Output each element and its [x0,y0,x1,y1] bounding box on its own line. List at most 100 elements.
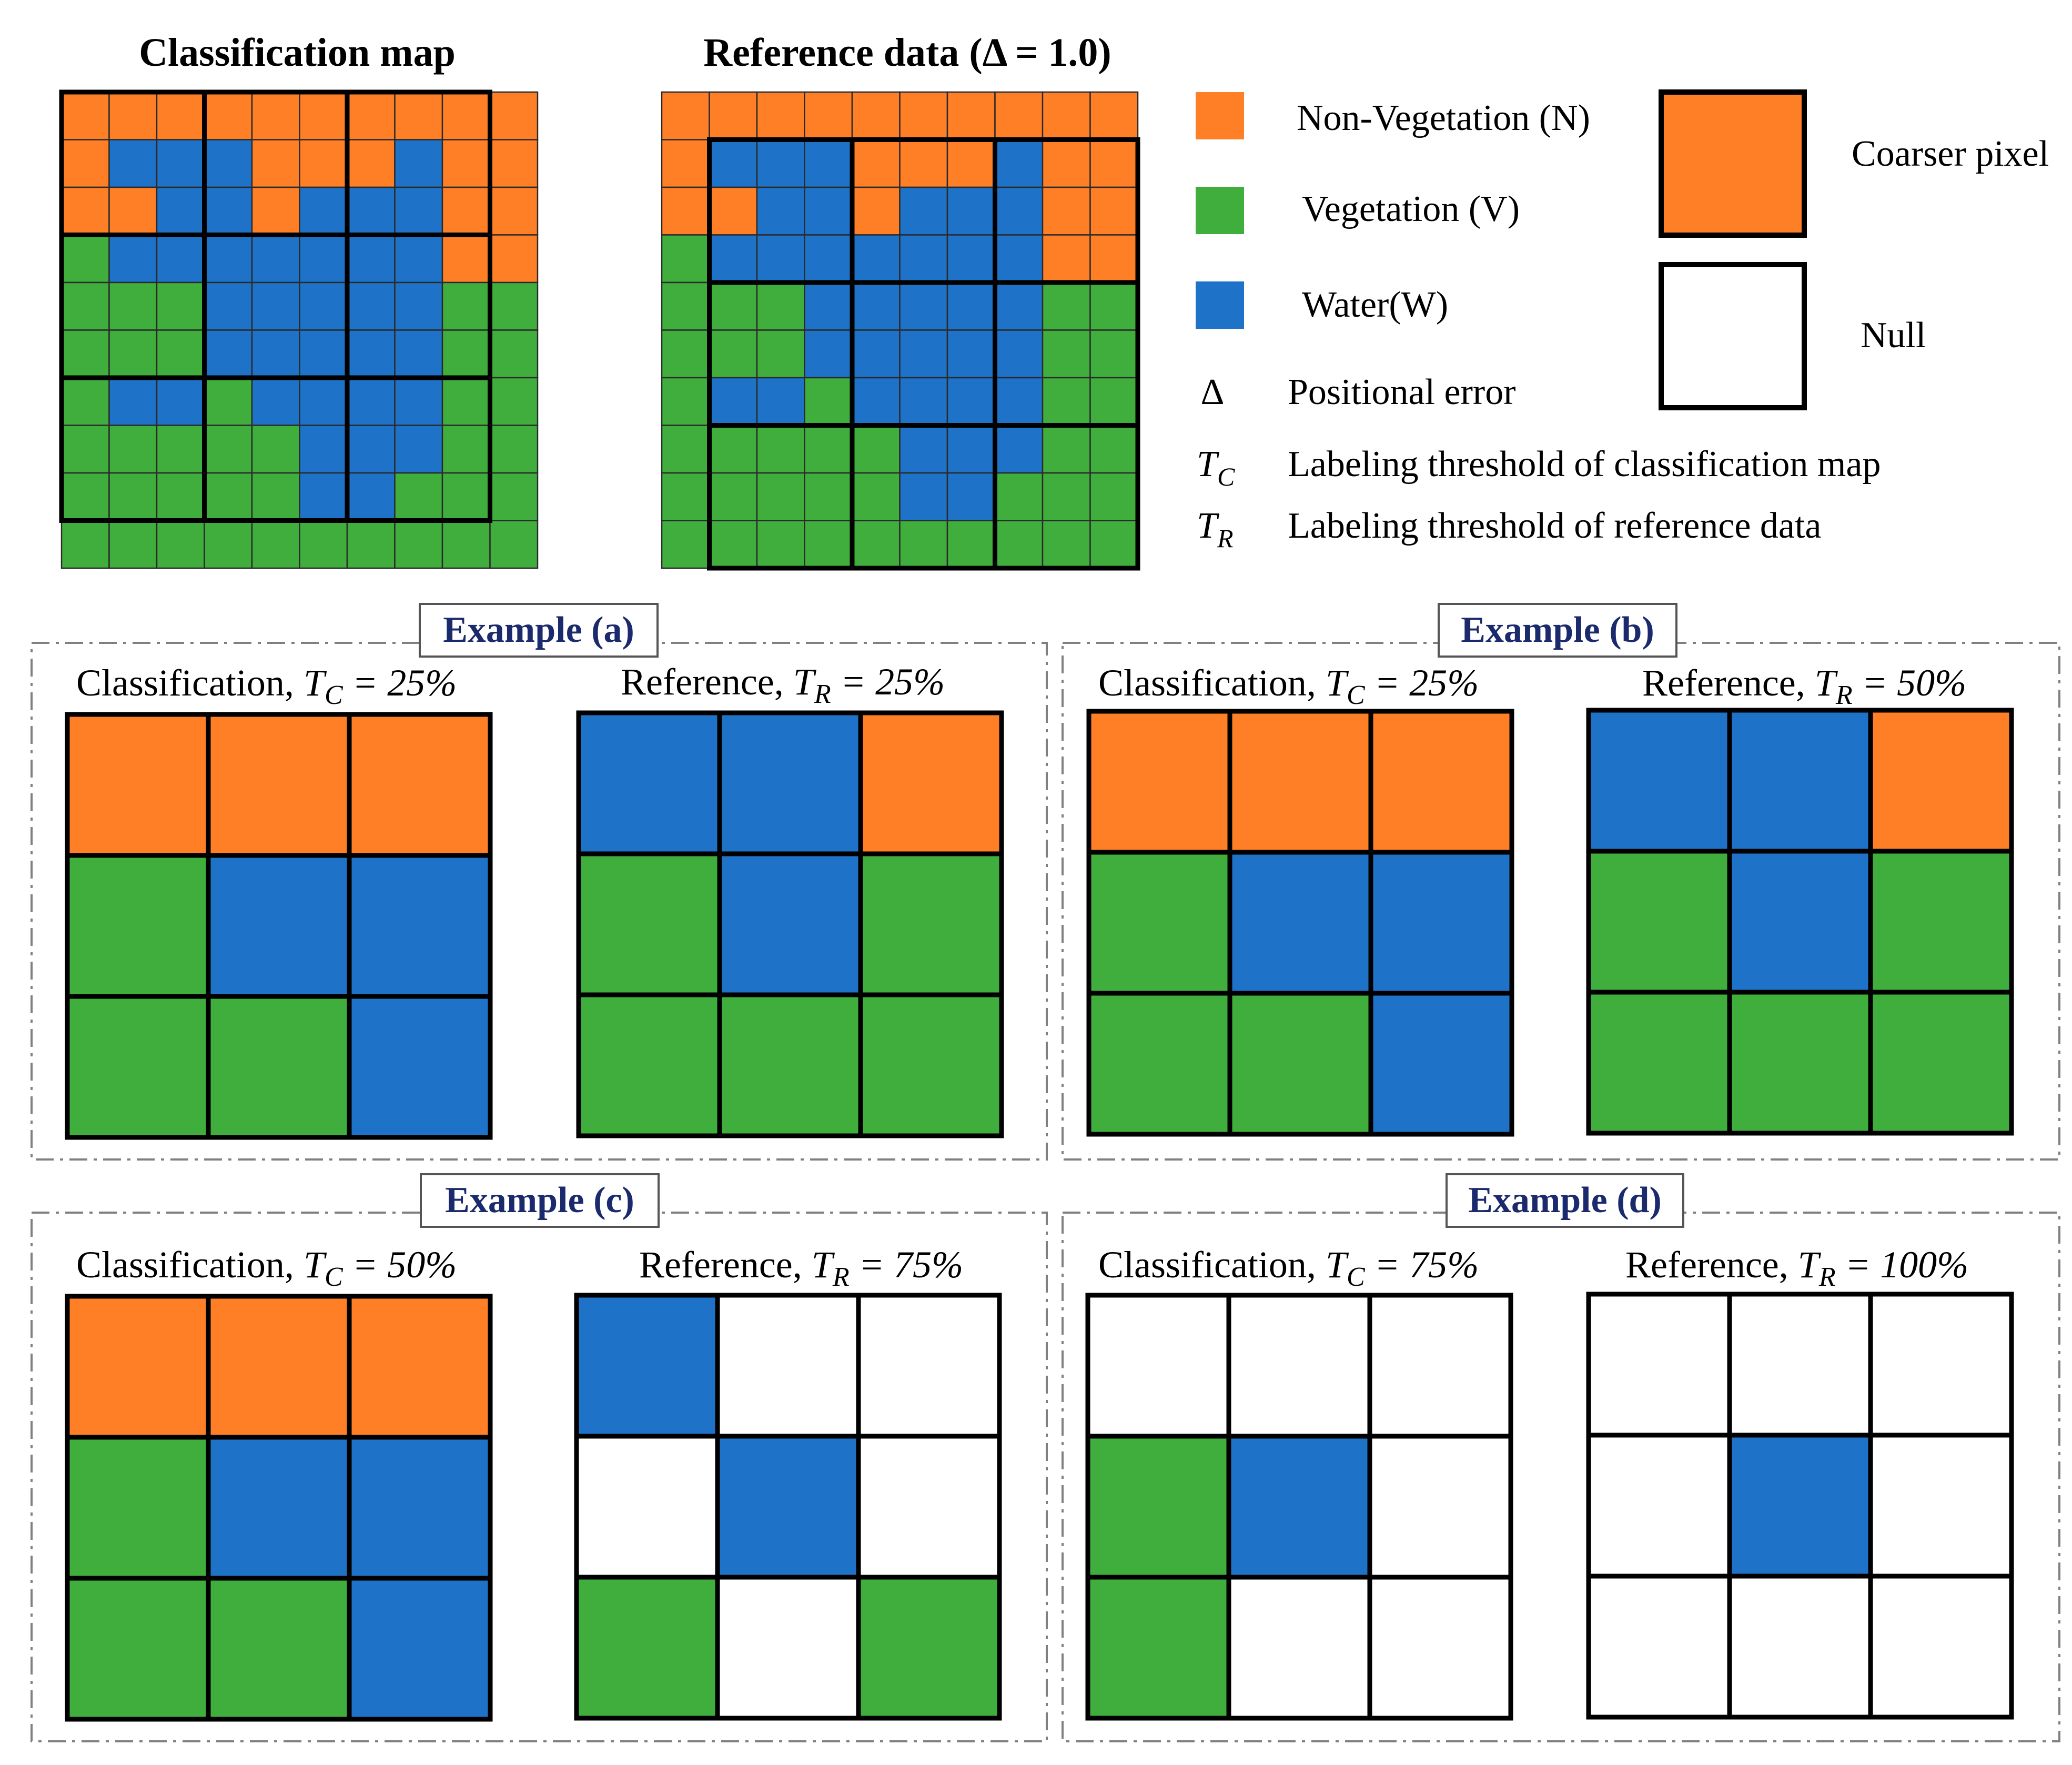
reference-panel-cell-w [717,851,863,997]
classification-map-cell [346,186,396,236]
classification-map-cell [299,472,348,521]
classification-map-cell [394,281,443,331]
reference-map-cell [1042,139,1091,188]
reference-map-cell [756,91,805,140]
reference-map-cell [1089,329,1139,379]
reference-map-cell [804,281,853,331]
classification-map-cell [60,377,110,426]
classification-map-cell [204,91,253,140]
reference-map-cell [946,377,996,426]
classification-map-cell [441,472,491,521]
legend-label-coarser-pixel: Coarser pixel [1852,134,2049,174]
reference-map-cell [661,186,710,236]
reference-panel-cell-null [1868,1292,2014,1438]
classification-map-cell [394,91,443,140]
classification-map-cell [204,472,253,521]
classification-map-cell [346,281,396,331]
reference-map-cell [804,234,853,284]
classification-map-cell [489,91,539,140]
reference-map-cell [946,329,996,379]
reference-map-coarse-pixel [993,423,1140,571]
classification-panel-cell-v [65,1576,211,1722]
reference-panel-cell-w [717,710,863,856]
classification-panel-cell-w [347,853,493,999]
classification-map-cell [394,329,443,379]
reference-map-cell [1089,186,1139,236]
reference-map-cell [756,186,805,236]
classification-panel-cell-v [65,1435,211,1581]
reference-map-cell [1042,425,1091,474]
classification-panel-cell-v [1086,991,1232,1137]
example-label: Example (c) [445,1180,634,1221]
classification-map-cell [204,139,253,188]
reference-data-title: Reference data (Δ = 1.0) [703,31,1111,75]
classification-map-cell [299,234,348,284]
classification-map-cell [489,425,539,474]
classification-map-cell [346,139,396,188]
reference-map-cell [1089,425,1139,474]
classification-map-cell [394,520,443,569]
classification-panel-cell-w [1227,850,1373,996]
reference-panel-cell-v [1868,849,2014,995]
classification-map-cell [489,329,539,379]
classification-map-cell [156,234,205,284]
classification-panel-cell-v [206,994,352,1140]
reference-panel-cell-n [1868,708,2014,854]
classification-map-cell [299,186,348,236]
reference-panel-cell-null [1868,1574,2014,1720]
reference-map-cell [994,472,1044,521]
classification-panel-cell-v [65,994,211,1140]
example-d: Example (d) Classification, TC = 75% Refer… [1085,1173,2014,1721]
reference-map-cell [661,139,710,188]
classification-panel-title: Classification, TC = 50% [76,1244,457,1292]
reference-map-cell [994,377,1044,426]
reference-map-cell [899,425,948,474]
reference-map-cell [661,425,710,474]
reference-map-cell [661,91,710,140]
classification-map-cell [441,425,491,474]
classification-panel-cell-n [65,712,211,858]
legend: Non-Vegetation (N) Vegetation (V) Water(… [1196,89,2049,553]
classification-map-cell [346,425,396,474]
reference-map-cell [756,520,805,569]
legend-delta-symbol: Δ [1200,372,1224,412]
reference-map-cell [804,377,853,426]
classification-panel-cell-n [65,1294,211,1440]
reference-map-cell [994,281,1044,331]
legend-swatch-non-vegetation [1196,92,1244,139]
classification-map-cell [346,377,396,426]
reference-map-cell [661,472,710,521]
legend-label-tc: Labeling threshold of classification map [1288,444,1881,485]
classification-map-cell [108,186,158,236]
classification-map-cell [251,425,300,474]
classification-map-cell [156,91,205,140]
classification-map-cell [108,472,158,521]
reference-panel-cell-v [858,992,1004,1138]
reference-map-cell [709,186,758,236]
legend-label-tr: Labeling threshold of reference data [1288,506,1822,546]
classification-map-cell [394,425,443,474]
reference-map-cell [994,91,1044,140]
reference-map-cell [661,520,710,569]
reference-panel-title: Reference, TR = 100% [1625,1244,1968,1292]
classification-panel-cell-null [1367,1575,1513,1721]
legend-swatch-water [1196,281,1244,329]
example-label-box [419,603,659,658]
reference-map-cell [804,139,853,188]
reference-panel-cell-null [715,1293,861,1439]
classification-map-cell [251,91,300,140]
classification-panel-cell-w [206,853,352,999]
reference-panel-cell-v [576,851,722,997]
classification-map-cell [60,329,110,379]
reference-map-cell [756,234,805,284]
classification-map-cell [489,377,539,426]
reference-panel-cell-v [574,1575,720,1721]
classification-panel-cell-null [1367,1293,1513,1439]
classification-map-cell [204,425,253,474]
classification-panel-title: Classification, TC = 25% [1098,662,1479,710]
reference-map-cell [1042,329,1091,379]
classification-map-cell [251,377,300,426]
classification-map-cell [204,377,253,426]
classification-map-cell [299,139,348,188]
classification-map-cell [489,186,539,236]
